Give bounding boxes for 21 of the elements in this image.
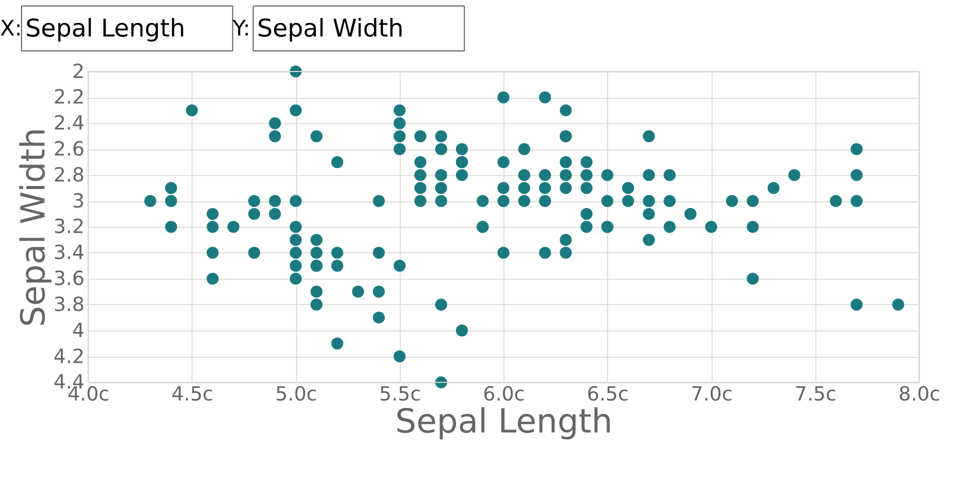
y-tick-label: 3.6 xyxy=(53,267,85,290)
y-tick-label: 2.6 xyxy=(53,138,85,161)
x-tick-label: 7.0c xyxy=(690,382,733,406)
y-tick-label: 2.2 xyxy=(53,86,85,109)
y-tick-label: 3.8 xyxy=(53,292,85,316)
y-tick-label: 2.8 xyxy=(53,163,85,186)
y-tick-label: 4.2 xyxy=(53,344,85,368)
text: Sepal Width xyxy=(257,13,404,42)
text: X: xyxy=(0,16,22,42)
y-tick-label: 2 xyxy=(72,60,85,83)
x-tick-label: 5.0c xyxy=(275,382,318,406)
x-tick-label: 4.5c xyxy=(171,382,214,406)
y-axis-title: Sepal Width xyxy=(14,128,53,328)
y-tick-label: 4 xyxy=(72,318,85,342)
y-tick-label: 3 xyxy=(72,189,85,212)
y-tick-label: 2.4 xyxy=(53,112,85,135)
y-tick-label: 3.2 xyxy=(53,215,85,238)
text: Sepal Length xyxy=(25,13,186,42)
x-tick-label: 8.0c xyxy=(898,382,940,406)
y-tick-label: 3.4 xyxy=(53,241,85,264)
x-tick-label: 7.5c xyxy=(794,382,836,406)
